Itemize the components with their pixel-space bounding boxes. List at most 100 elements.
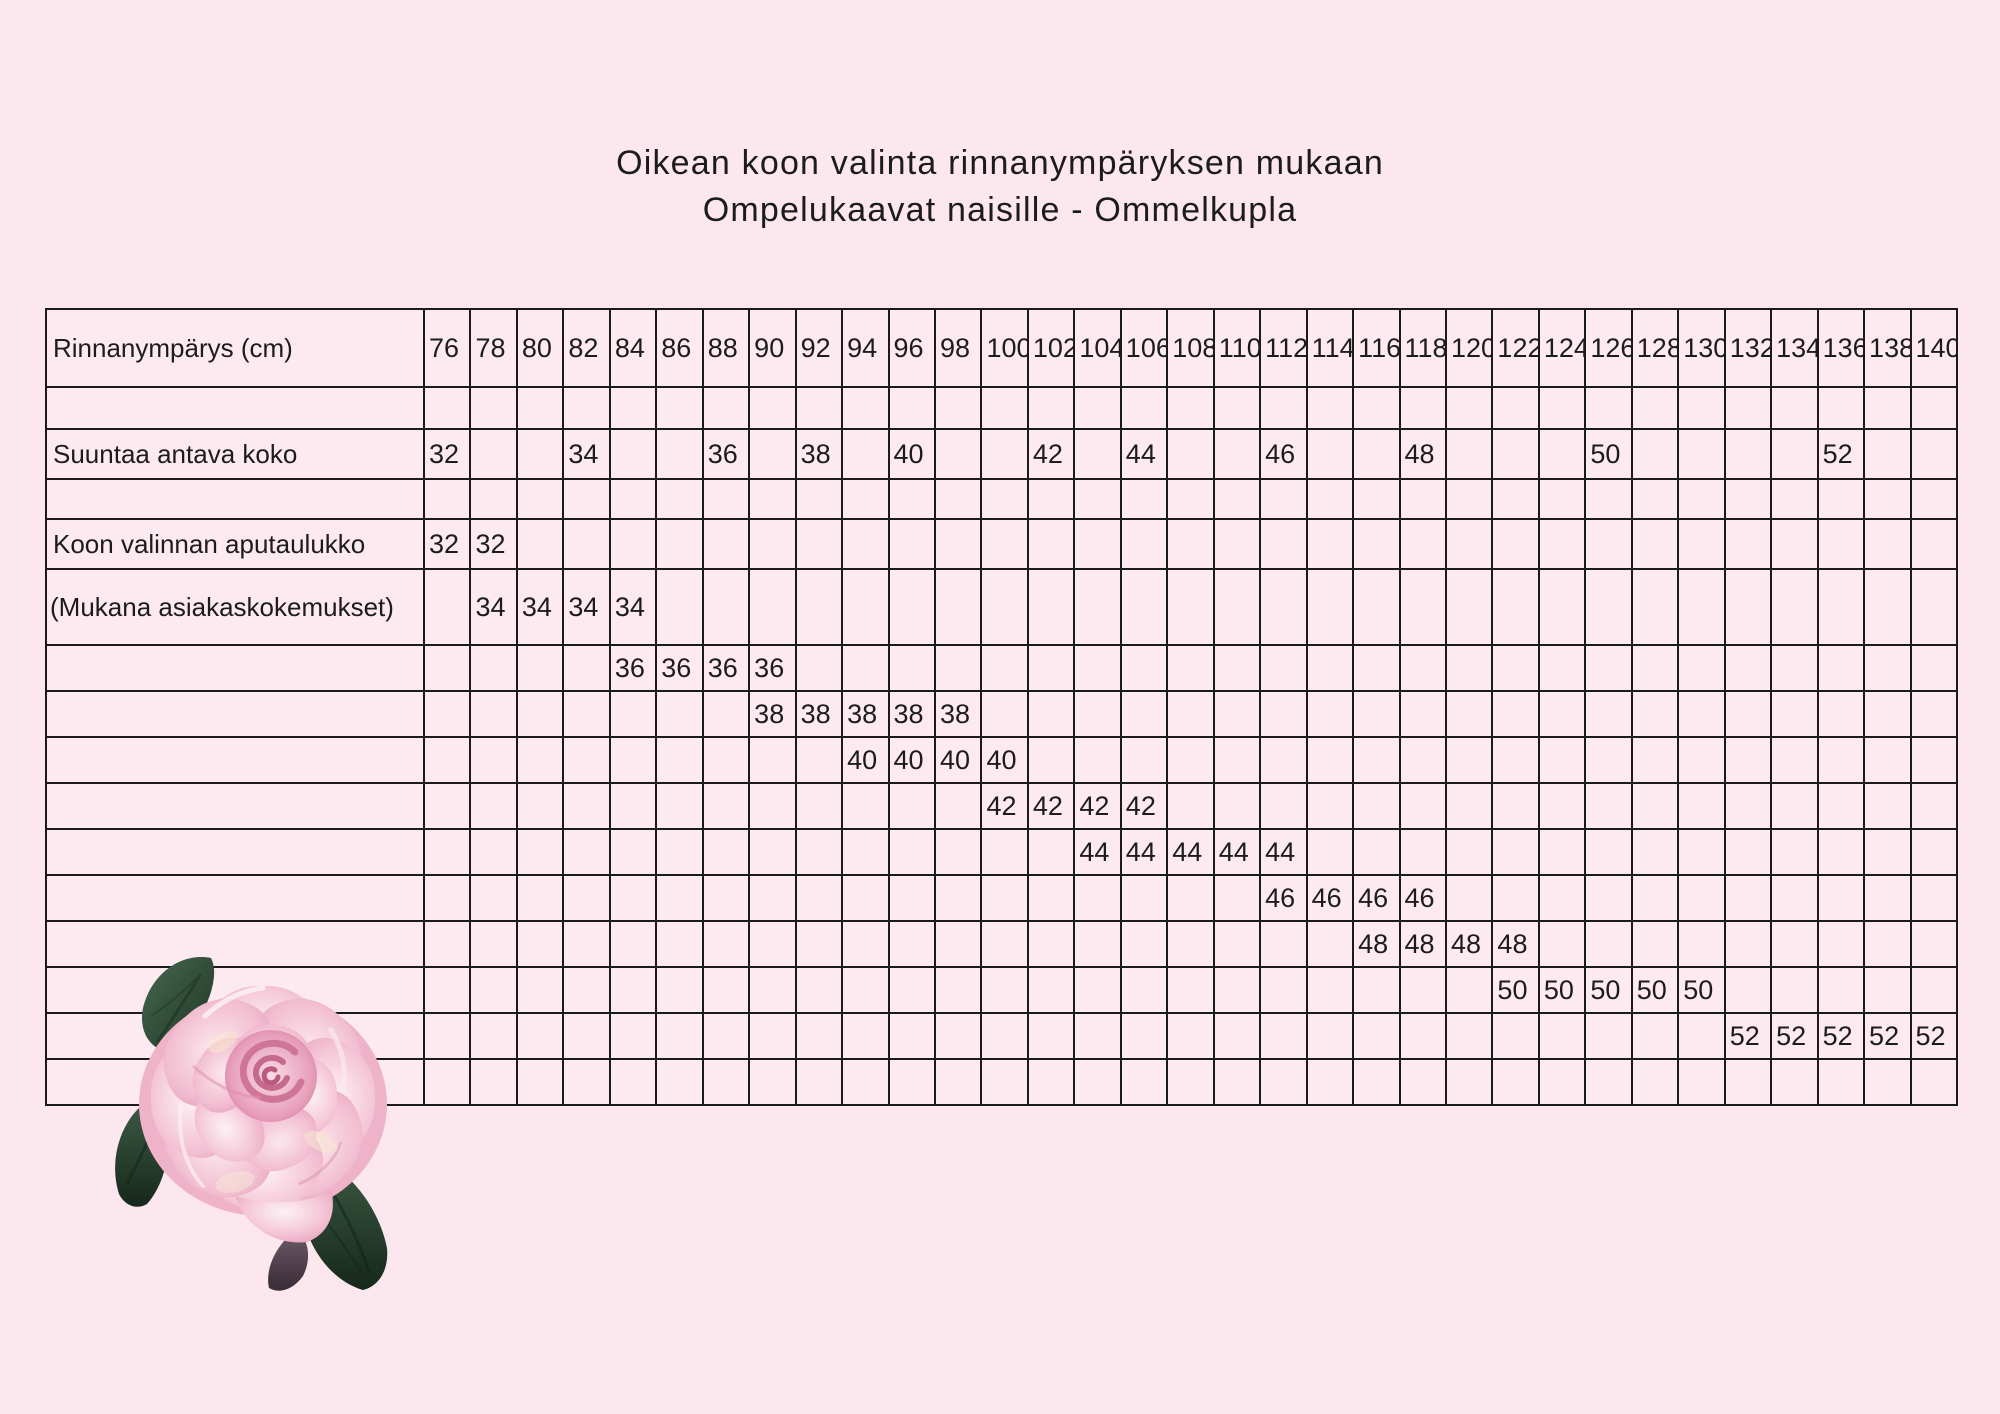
empty-cell [469,920,518,968]
empty-cell [1352,828,1401,876]
empty-cell [1305,644,1355,692]
empty-cell [1677,828,1726,876]
empty-cell [1909,386,1958,430]
size-48-range: 48 48 48 48 [45,920,1958,968]
empty-cell [1630,874,1680,922]
size-selection-helper: Koon valinnan aputaulukko 32 32 [45,518,1958,570]
size-value-cell: 34 [469,568,518,646]
empty-cell [748,428,797,480]
empty-cell [1816,828,1866,876]
bust-value-cell: 88 [701,308,751,388]
size-value-cell: 42 [1026,782,1076,830]
empty-cell [980,518,1029,570]
empty-cell [1352,1012,1401,1060]
empty-cell [1584,518,1633,570]
empty-cell [562,828,611,876]
empty-cell [608,736,658,784]
empty-cell [515,478,565,520]
empty-cell [841,1058,890,1106]
empty-cell [1537,386,1587,430]
size-42-range: 42 42 42 42 [45,782,1958,830]
empty-cell [1119,1012,1169,1060]
empty-cell [655,874,704,922]
empty-cell [1537,518,1587,570]
empty-cell [1491,386,1540,430]
empty-cell [1026,874,1076,922]
bust-value-cell: 104 [1073,308,1122,388]
empty-cell [1352,386,1401,430]
empty-cell [1073,690,1122,738]
empty-cell [701,966,751,1014]
size-value-cell: 48 [1444,920,1494,968]
empty-cell [1212,518,1262,570]
empty-cell [1816,736,1866,784]
empty-cell [1026,1012,1076,1060]
empty-cell [1073,920,1122,968]
empty-cell [1119,568,1169,646]
empty-cell [1259,478,1308,520]
empty-cell [1259,966,1308,1014]
empty-cell [469,690,518,738]
empty-cell [841,644,890,692]
empty-cell [1816,478,1866,520]
empty-cell [980,428,1029,480]
empty-cell [1119,644,1169,692]
empty-cell [841,1012,890,1060]
empty-cell [701,1012,751,1060]
empty-cell [1909,920,1958,968]
empty-cell [1584,644,1633,692]
empty-cell [1398,736,1447,784]
empty-cell [841,478,890,520]
empty-cell [608,1058,658,1106]
empty-cell [1816,1058,1866,1106]
empty-cell [1026,518,1076,570]
row-label: Rinnanympärys (cm) [45,308,425,388]
empty-cell [1630,782,1680,830]
empty-cell [1166,782,1215,830]
size-value-cell: 46 [1259,428,1308,480]
empty-cell [1398,568,1447,646]
empty-cell [933,828,983,876]
empty-cell [562,1058,611,1106]
size-value-cell: 46 [1305,874,1355,922]
empty-cell [1026,1058,1076,1106]
empty-cell [701,920,751,968]
empty-cell [1305,736,1355,784]
empty-cell [515,966,565,1014]
empty-cell [1305,428,1355,480]
empty-cell [1770,428,1819,480]
empty-cell [1584,568,1633,646]
empty-cell [1863,428,1912,480]
empty-cell [887,518,936,570]
empty-cell [1073,1012,1122,1060]
empty-cell [1863,568,1912,646]
empty-cell [562,736,611,784]
empty-cell [562,644,611,692]
empty-cell [980,644,1029,692]
empty-cell [980,478,1029,520]
empty-cell [748,386,797,430]
empty-cell [1119,966,1169,1014]
empty-cell [1584,874,1633,922]
empty-cell [1398,386,1447,430]
empty-cell [1863,478,1912,520]
size-value-cell: 48 [1398,920,1447,968]
empty-cell [1166,478,1215,520]
size-value-cell: 50 [1584,966,1633,1014]
empty-cell [422,644,472,692]
size-value-cell: 46 [1259,874,1308,922]
empty-cell [748,828,797,876]
empty-cell [841,828,890,876]
empty-cell [1073,518,1122,570]
size-value-cell: 42 [1073,782,1122,830]
bust-value-cell: 102 [1026,308,1076,388]
empty-cell [1305,920,1355,968]
empty-cell [1119,386,1169,430]
empty-cell [1630,478,1680,520]
empty-cell [748,782,797,830]
empty-cell [887,1012,936,1060]
size-value-cell: 32 [422,428,472,480]
size-value-cell: 34 [562,568,611,646]
bust-value-cell: 98 [933,308,983,388]
empty-cell [887,782,936,830]
